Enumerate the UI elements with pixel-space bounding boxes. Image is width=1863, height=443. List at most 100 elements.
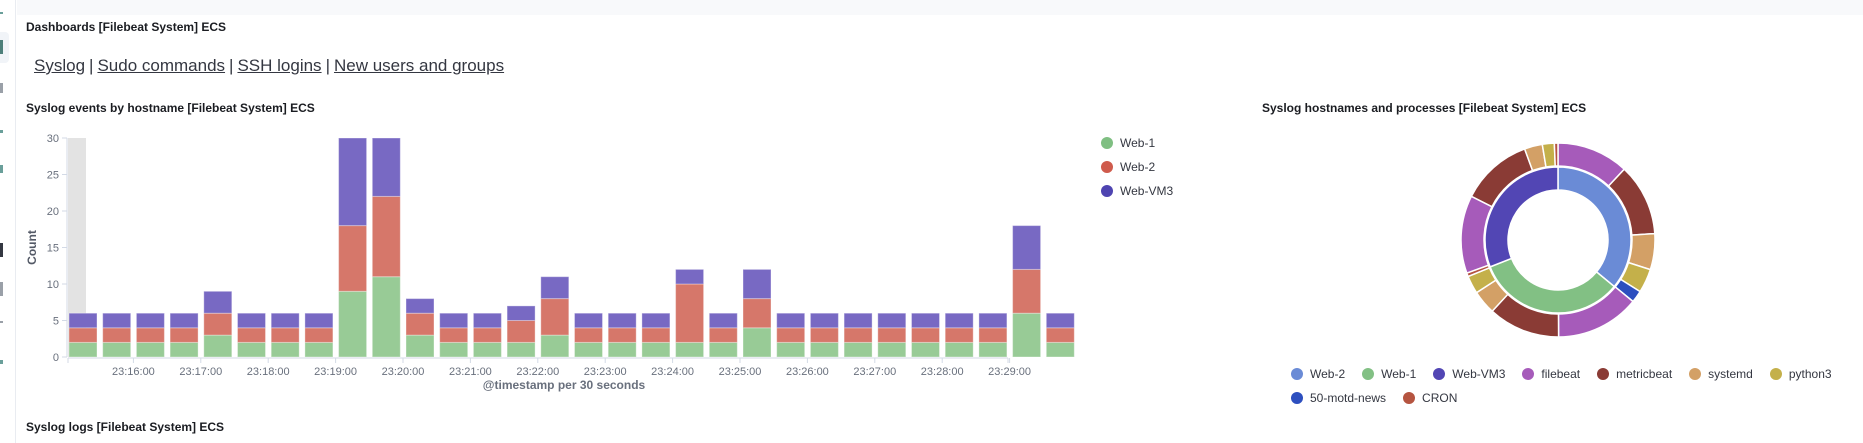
bar-segment-web-1[interactable] bbox=[944, 341, 974, 358]
bar-segment-web-1[interactable] bbox=[540, 334, 570, 358]
bar-segment-web-1[interactable] bbox=[472, 341, 502, 358]
bar-segment-web-2[interactable] bbox=[809, 327, 839, 343]
bar-stack[interactable] bbox=[809, 312, 839, 358]
bar-stack[interactable] bbox=[472, 312, 502, 358]
bar-stack[interactable] bbox=[978, 312, 1008, 358]
bar-segment-web-vm3[interactable] bbox=[68, 312, 98, 329]
bar-stack[interactable] bbox=[944, 312, 974, 358]
bar-segment-web-1[interactable] bbox=[809, 341, 839, 358]
bar-segment-web-vm3[interactable] bbox=[472, 312, 502, 329]
bar-stack[interactable] bbox=[237, 312, 266, 358]
legend-item-web-vm3[interactable]: Web-VM3 bbox=[1101, 179, 1173, 203]
bar-stack[interactable] bbox=[304, 312, 334, 358]
sidebar-icon[interactable] bbox=[0, 165, 3, 173]
bar-stack[interactable] bbox=[439, 312, 469, 358]
bar-segment-web-1[interactable] bbox=[237, 341, 266, 358]
sidebar-icon[interactable] bbox=[0, 360, 3, 364]
legend-item-web-vm3[interactable]: Web-VM3 bbox=[1433, 362, 1505, 386]
bar-stack[interactable] bbox=[203, 290, 233, 358]
bar-segment-web-2[interactable] bbox=[877, 327, 907, 343]
bar-segment-web-vm3[interactable] bbox=[877, 312, 907, 329]
bar-segment-web-2[interactable] bbox=[574, 327, 603, 343]
bar-segment-web-1[interactable] bbox=[304, 341, 334, 358]
bar-stack[interactable] bbox=[708, 312, 738, 358]
sidebar-icon-dashboard[interactable] bbox=[0, 40, 3, 54]
sidebar-icon[interactable] bbox=[0, 282, 3, 296]
bar-stack[interactable] bbox=[169, 312, 199, 358]
bar-segment-web-vm3[interactable] bbox=[304, 312, 334, 329]
bar-segment-web-1[interactable] bbox=[135, 341, 165, 358]
legend-item-metricbeat[interactable]: metricbeat bbox=[1597, 362, 1672, 386]
link-ssh-logins[interactable]: SSH logins bbox=[237, 56, 322, 75]
bar-segment-web-1[interactable] bbox=[708, 341, 738, 358]
bar-segment-web-2[interactable] bbox=[371, 195, 401, 278]
bar-segment-web-1[interactable] bbox=[843, 341, 873, 358]
sidebar-icon[interactable] bbox=[0, 243, 3, 257]
bar-segment-web-vm3[interactable] bbox=[405, 298, 435, 314]
bar-segment-web-2[interactable] bbox=[675, 283, 705, 343]
bar-segment-web-1[interactable] bbox=[1045, 341, 1075, 358]
bar-stack[interactable] bbox=[675, 268, 705, 358]
bar-stack[interactable] bbox=[270, 312, 300, 358]
bar-segment-web-2[interactable] bbox=[405, 312, 435, 336]
donut-slice-web-vm3[interactable] bbox=[1484, 166, 1559, 268]
link-sudo-commands[interactable]: Sudo commands bbox=[97, 56, 226, 75]
bar-segment-web-2[interactable] bbox=[843, 327, 873, 343]
legend-item-50-motd-news[interactable]: 50-motd-news bbox=[1291, 386, 1386, 410]
bar-stack[interactable] bbox=[607, 312, 637, 358]
bar-segment-web-vm3[interactable] bbox=[641, 312, 671, 329]
bar-segment-web-vm3[interactable] bbox=[102, 312, 132, 329]
bar-stack[interactable] bbox=[371, 137, 401, 358]
bar-segment-web-vm3[interactable] bbox=[911, 312, 940, 329]
bar-segment-web-vm3[interactable] bbox=[338, 137, 368, 227]
bar-stack[interactable] bbox=[1012, 225, 1042, 358]
sidebar-icon[interactable] bbox=[0, 130, 3, 133]
bar-segment-web-vm3[interactable] bbox=[708, 312, 738, 329]
link-new-users-and-groups[interactable]: New users and groups bbox=[333, 56, 505, 75]
bar-segment-web-1[interactable] bbox=[978, 341, 1008, 358]
legend-item-python3[interactable]: python3 bbox=[1769, 362, 1832, 386]
bar-segment-web-2[interactable] bbox=[68, 327, 98, 343]
bar-segment-web-vm3[interactable] bbox=[203, 290, 233, 314]
bar-stack[interactable] bbox=[102, 312, 132, 358]
events-bar-chart[interactable]: 0 5 10 15 20 25 30 Count 23:16:00 23:17:00 23:18:0… bbox=[24, 128, 1094, 398]
bar-segment-web-2[interactable] bbox=[978, 327, 1008, 343]
bar-segment-web-vm3[interactable] bbox=[607, 312, 637, 329]
bar-segment-web-1[interactable] bbox=[877, 341, 907, 358]
bar-segment-web-vm3[interactable] bbox=[371, 137, 401, 197]
legend-item-web-2[interactable]: Web-2 bbox=[1101, 155, 1173, 179]
bar-segment-web-2[interactable] bbox=[1045, 327, 1075, 343]
sidebar-active-item[interactable] bbox=[0, 32, 9, 63]
bar-segment-web-1[interactable] bbox=[911, 341, 940, 358]
bar-segment-web-vm3[interactable] bbox=[574, 312, 603, 329]
bar-stack[interactable] bbox=[742, 268, 772, 358]
donut-slice-cron[interactable] bbox=[1553, 142, 1559, 167]
bar-segment-web-1[interactable] bbox=[607, 341, 637, 358]
bar-segment-web-1[interactable] bbox=[371, 276, 401, 358]
legend-item-web-2[interactable]: Web-2 bbox=[1291, 362, 1345, 386]
bar-segment-web-2[interactable] bbox=[506, 320, 536, 343]
bar-segment-web-2[interactable] bbox=[270, 327, 300, 343]
bar-segment-web-2[interactable] bbox=[169, 327, 199, 343]
bar-segment-web-2[interactable] bbox=[102, 327, 132, 343]
bar-segment-web-vm3[interactable] bbox=[135, 312, 165, 329]
bar-segment-web-vm3[interactable] bbox=[169, 312, 199, 329]
bar-segment-web-2[interactable] bbox=[1012, 268, 1042, 314]
sidebar-icon[interactable] bbox=[0, 83, 3, 93]
bar-segment-web-2[interactable] bbox=[708, 327, 738, 343]
bar-segment-web-2[interactable] bbox=[237, 327, 266, 343]
bar-segment-web-vm3[interactable] bbox=[809, 312, 839, 329]
legend-item-web-1[interactable]: Web-1 bbox=[1362, 362, 1416, 386]
legend-item-filebeat[interactable]: filebeat bbox=[1522, 362, 1580, 386]
bar-segment-web-2[interactable] bbox=[641, 327, 671, 343]
bar-stack[interactable] bbox=[641, 312, 671, 358]
bar-stack[interactable] bbox=[911, 312, 940, 358]
bar-segment-web-2[interactable] bbox=[742, 298, 772, 329]
bar-segment-web-2[interactable] bbox=[203, 312, 233, 336]
bar-segment-web-2[interactable] bbox=[540, 298, 570, 336]
bar-segment-web-vm3[interactable] bbox=[944, 312, 974, 329]
bar-segment-web-vm3[interactable] bbox=[540, 276, 570, 300]
bar-segment-web-vm3[interactable] bbox=[843, 312, 873, 329]
bar-segment-web-1[interactable] bbox=[338, 290, 368, 358]
bar-stack[interactable] bbox=[135, 312, 165, 358]
